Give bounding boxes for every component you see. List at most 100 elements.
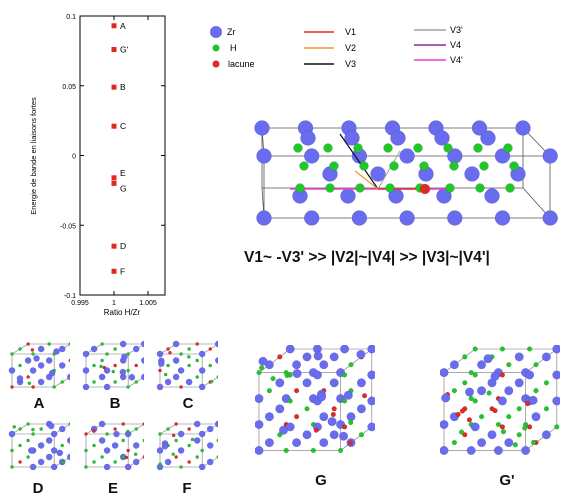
- atom: [124, 455, 129, 460]
- zr-atom: [285, 345, 295, 354]
- zr-atom: [156, 447, 164, 454]
- data-point-c: [111, 123, 117, 129]
- h-atom: [216, 375, 218, 379]
- data-label: D: [120, 241, 126, 251]
- zr-atom: [50, 430, 58, 438]
- zr-atom: [37, 458, 45, 466]
- data-label: G': [120, 44, 129, 54]
- zr-atom: [206, 458, 214, 466]
- zr-atom: [471, 120, 488, 136]
- zr-atom: [542, 210, 558, 226]
- zr-atom: [214, 420, 218, 428]
- atom: [339, 431, 349, 441]
- zr-atom: [206, 442, 214, 449]
- h-atom: [329, 161, 339, 171]
- zr-atom: [370, 166, 386, 182]
- zr-atom: [497, 396, 507, 406]
- y-tick-label: -0.1: [64, 293, 76, 300]
- zr-atom: [319, 360, 329, 370]
- zr-atom: [177, 447, 185, 454]
- legend-label-h: H: [230, 43, 237, 53]
- h-atom: [100, 342, 104, 346]
- zr-atom: [477, 386, 487, 396]
- zr-atom: [351, 210, 368, 226]
- h-atom: [105, 432, 109, 436]
- zr-atom: [58, 362, 66, 369]
- vacancy-marker: [134, 363, 139, 368]
- zr-atom: [66, 373, 70, 381]
- zr-atom: [90, 345, 98, 353]
- h-atom: [287, 398, 293, 404]
- h-atom: [533, 388, 539, 394]
- data-label: A: [120, 21, 126, 31]
- zr-atom: [302, 430, 312, 440]
- zr-atom: [29, 367, 37, 374]
- h-atom: [451, 440, 458, 446]
- h-atom-icon: [212, 44, 220, 52]
- structure-label-a: A: [33, 395, 45, 412]
- zr-atom: [514, 378, 524, 388]
- vacancy-marker: [331, 406, 337, 412]
- h-atom: [113, 347, 117, 351]
- structure-g-image: [255, 345, 375, 455]
- h-atom: [472, 398, 478, 404]
- vacancy-marker: [142, 455, 144, 459]
- structure-g-prime-image: [440, 345, 560, 455]
- atom: [356, 349, 366, 359]
- atom: [313, 427, 319, 433]
- h-atom: [295, 183, 305, 193]
- atom: [113, 430, 120, 438]
- zr-atom: [256, 210, 272, 226]
- h-atom: [358, 432, 365, 438]
- zr-atom: [292, 360, 302, 370]
- atom: [483, 354, 493, 364]
- h-atom: [449, 161, 459, 171]
- zr-atom: [164, 458, 172, 466]
- h-atom: [208, 363, 213, 368]
- atom: [441, 393, 451, 403]
- zr-atom: [275, 378, 285, 388]
- zr-atom: [103, 367, 111, 374]
- atom: [317, 392, 327, 402]
- h-atom: [323, 143, 333, 153]
- h-atom: [472, 346, 478, 352]
- zr-atom: [29, 463, 37, 470]
- h-atom: [134, 380, 139, 384]
- zr-atom: [103, 463, 111, 470]
- atom: [292, 369, 302, 379]
- zr-atom: [198, 430, 206, 438]
- vacancy-marker: [113, 427, 117, 431]
- h-atom: [310, 447, 317, 454]
- vacancy-marker: [121, 422, 126, 426]
- h-atom: [18, 363, 22, 368]
- zr-atom: [111, 442, 119, 449]
- h-atom: [337, 447, 344, 454]
- vacancy-marker: [341, 424, 348, 430]
- data-label: E: [120, 168, 126, 178]
- zr-atom: [329, 430, 339, 440]
- vacancy-marker: [208, 347, 213, 351]
- vacancy-icon: [212, 60, 220, 68]
- zr-atom: [367, 370, 375, 380]
- atom: [492, 408, 498, 414]
- zr-atom: [82, 350, 90, 358]
- legend-item-lacune: lacune: [212, 59, 255, 69]
- h-atom: [68, 342, 70, 346]
- h-atom: [26, 438, 30, 443]
- h-atom: [26, 422, 30, 426]
- zr-atom: [399, 148, 415, 164]
- atom: [163, 372, 168, 377]
- zr-atom: [24, 357, 32, 364]
- h-atom: [451, 388, 458, 394]
- zr-atom: [340, 188, 356, 204]
- atom: [522, 425, 528, 431]
- zr-atom: [356, 404, 366, 414]
- zr-atom: [45, 357, 53, 364]
- atom: [490, 371, 500, 381]
- zr-atom: [255, 420, 264, 430]
- zr-atom: [504, 386, 514, 396]
- atom: [500, 429, 507, 435]
- structure-a-image: [8, 342, 70, 389]
- atom: [466, 417, 473, 423]
- zr-atom: [515, 120, 531, 136]
